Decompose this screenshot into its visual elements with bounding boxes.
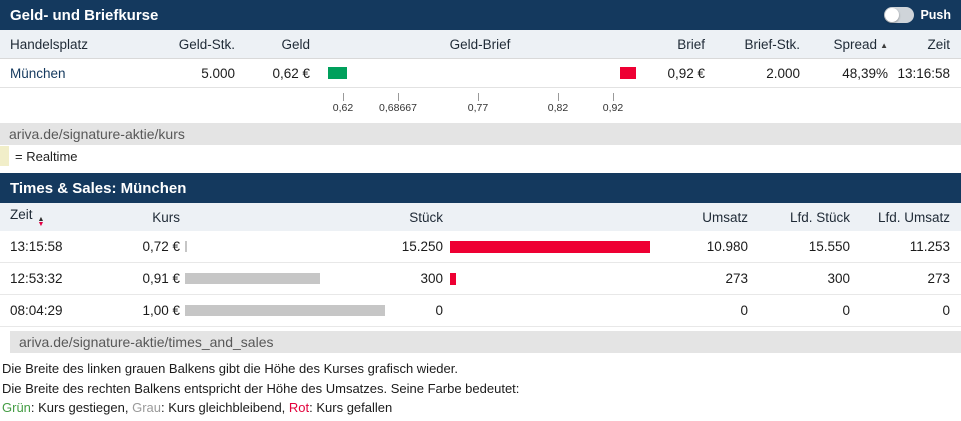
spread-value: 48,39% xyxy=(842,65,888,81)
col-ts-kurs: Kurs xyxy=(152,209,180,225)
push-toggle-knob[interactable] xyxy=(885,8,900,22)
ts-kurs: 0,72 € xyxy=(142,239,180,254)
col-geld-brief: Geld-Brief xyxy=(449,36,511,52)
axis-tick xyxy=(398,93,399,101)
kurs-bar xyxy=(185,305,385,316)
ts-lfd-stueck: 15.550 xyxy=(808,239,850,254)
explanation-line-1: Die Breite des linken grauen Balkens gib… xyxy=(2,361,458,376)
gray-keyword: Grau xyxy=(132,400,161,415)
brief-stk-value: 2.000 xyxy=(766,65,800,81)
ts-lfd-stueck: 300 xyxy=(827,271,850,286)
explanation-text: Die Breite des linken grauen Balkens gib… xyxy=(0,353,961,418)
times-sales-row: 13:15:58 0,72 € 15.250 10.980 15.550 11.… xyxy=(0,231,961,263)
breadcrumb-kurs: ariva.de/signature-aktie/kurs xyxy=(0,123,961,145)
ts-zeit: 12:53:32 xyxy=(10,271,63,286)
realtime-legend-label: = Realtime xyxy=(15,148,78,164)
umsatz-bar-zone xyxy=(443,272,660,285)
kurs-bar-zone xyxy=(180,305,395,316)
push-toggle-track[interactable] xyxy=(884,7,915,23)
explanation-line-2: Die Breite des rechten Balkens entsprich… xyxy=(2,380,520,396)
col-ts-zeit-sort[interactable]: Zeit ▲ ▼ xyxy=(10,207,45,228)
bid-ask-table-header: Handelsplatz Geld-Stk. Geld Geld-Brief B… xyxy=(0,30,961,58)
umsatz-bar-zone xyxy=(443,305,660,317)
ts-zeit: 13:15:58 xyxy=(10,239,63,254)
section-divider xyxy=(0,167,961,173)
ts-lfd-stueck: 0 xyxy=(842,303,850,318)
axis-tick xyxy=(558,93,559,101)
zeit-value: 13:16:58 xyxy=(897,65,950,81)
ts-umsatz: 0 xyxy=(740,303,748,318)
times-sales-row: 12:53:32 0,91 € 300 273 300 273 xyxy=(0,263,961,295)
kurs-bar xyxy=(185,241,187,252)
col-ts-lfd-stueck: Lfd. Stück xyxy=(789,209,850,225)
axis-tick xyxy=(343,93,344,101)
col-spread-sort[interactable]: Spread ▲ xyxy=(833,36,888,52)
ts-stueck: 0 xyxy=(435,303,443,318)
red-keyword: Rot xyxy=(288,400,310,415)
umsatz-bar-zone xyxy=(443,240,660,253)
bid-ask-panel-header: Geld- und Briefkurse Push xyxy=(0,0,961,30)
col-zeit: Zeit xyxy=(927,36,950,52)
handelsplatz-link[interactable]: München xyxy=(10,65,66,81)
price-axis: 0,62 0,68667 0,77 0,82 0,92 xyxy=(0,88,961,123)
kurs-bar-zone xyxy=(180,273,395,284)
col-handelsplatz: Handelsplatz xyxy=(10,36,89,52)
axis-tick-label: 0,68667 xyxy=(379,102,417,114)
col-ts-umsatz: Umsatz xyxy=(702,209,748,225)
times-sales-panel-title: Times & Sales: München xyxy=(10,179,187,197)
realtime-legend: = Realtime xyxy=(0,145,961,167)
push-toggle[interactable]: Push xyxy=(884,7,951,23)
axis-tick-label: 0,62 xyxy=(332,102,354,114)
bid-ask-row-muenchen: München 5.000 0,62 € 0,92 € 2.000 48,39%… xyxy=(0,58,961,88)
axis-tick-label: 0,77 xyxy=(467,102,489,114)
ts-zeit: 08:04:29 xyxy=(10,303,63,318)
col-ts-lfd-umsatz: Lfd. Umsatz xyxy=(877,209,950,225)
umsatz-bar xyxy=(450,240,650,253)
ts-kurs: 0,91 € xyxy=(142,271,180,286)
col-geld-stk: Geld-Stk. xyxy=(178,36,235,52)
green-keyword: Grün xyxy=(2,400,31,415)
times-sales-table-header: Zeit ▲ ▼ Kurs Stück Umsatz Lfd. Stück Lfd.… xyxy=(0,203,961,231)
breadcrumb-times-and-sales: ariva.de/signature-aktie/times_and_sales xyxy=(10,331,961,353)
col-geld: Geld xyxy=(281,36,310,52)
col-brief-stk: Brief-Stk. xyxy=(744,36,800,52)
axis-tick xyxy=(613,93,614,101)
ts-stueck: 300 xyxy=(420,271,443,286)
times-sales-row: 08:04:29 1,00 € 0 0 0 0 xyxy=(0,295,961,327)
sort-both-icon: ▲ ▼ xyxy=(37,216,45,228)
col-brief: Brief xyxy=(677,36,705,52)
axis-tick xyxy=(478,93,479,101)
col-ts-stueck: Stück xyxy=(409,209,443,225)
geld-value: 0,62 € xyxy=(272,65,310,81)
ts-umsatz: 10.980 xyxy=(706,239,748,254)
push-toggle-label: Push xyxy=(920,8,951,22)
geld-bar xyxy=(328,67,347,79)
axis-tick-label: 0,82 xyxy=(547,102,569,114)
umsatz-bar xyxy=(450,272,456,285)
bid-ask-panel-title: Geld- und Briefkurse xyxy=(10,6,159,24)
kurs-bar-zone xyxy=(180,241,395,252)
axis-tick-label: 0,92 xyxy=(602,102,624,114)
kurs-bar xyxy=(185,273,320,284)
ts-kurs: 1,00 € xyxy=(142,303,180,318)
times-sales-panel-header: Times & Sales: München xyxy=(0,173,961,203)
explanation-line-3: Grün: Kurs gestiegen, Grau: Kurs gleichb… xyxy=(2,400,393,415)
sort-ascending-icon: ▲ xyxy=(880,40,888,50)
brief-bar xyxy=(620,67,636,79)
ts-umsatz: 273 xyxy=(725,271,748,286)
ts-lfd-umsatz: 273 xyxy=(927,271,950,286)
ts-lfd-umsatz: 0 xyxy=(942,303,950,318)
ts-lfd-umsatz: 11.253 xyxy=(909,239,950,254)
ts-stueck: 15.250 xyxy=(401,239,443,254)
geld-brief-bar-zone xyxy=(310,66,650,80)
brief-value: 0,92 € xyxy=(667,65,705,81)
geld-stk-value: 5.000 xyxy=(201,65,235,81)
realtime-swatch-icon xyxy=(0,146,9,166)
